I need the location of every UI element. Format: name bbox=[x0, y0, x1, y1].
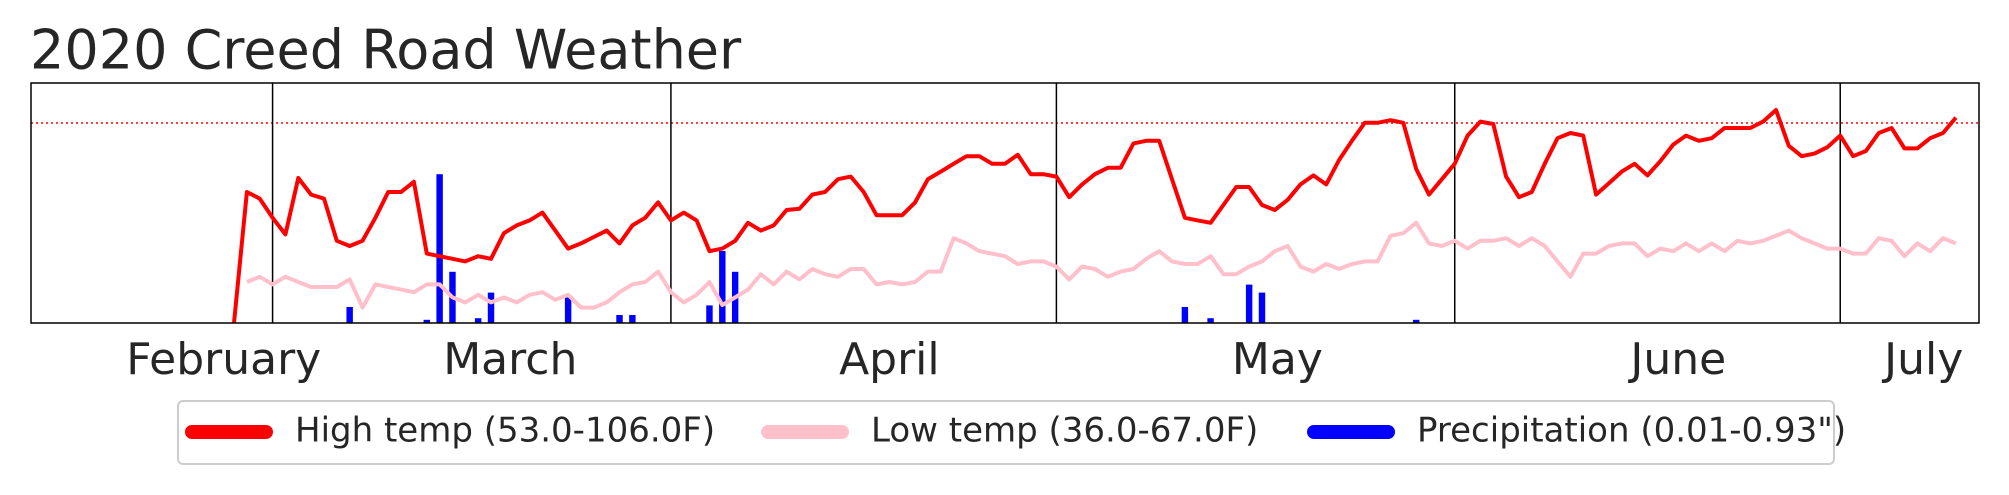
precip-bar bbox=[423, 319, 430, 323]
precip-bar bbox=[1207, 318, 1214, 323]
precip-bar bbox=[564, 297, 572, 323]
precip-bar bbox=[706, 305, 713, 323]
plot-frame bbox=[30, 82, 1980, 324]
x-tick-label: February bbox=[126, 334, 321, 385]
x-tick-label: April bbox=[839, 334, 940, 385]
precip-bar bbox=[1412, 319, 1420, 323]
precip-bar bbox=[1258, 292, 1266, 323]
precip-bar bbox=[1181, 307, 1189, 323]
x-tick-label: May bbox=[1232, 334, 1323, 385]
precip-bar bbox=[487, 292, 495, 323]
legend-box bbox=[177, 400, 1835, 465]
temp-line bbox=[232, 108, 1958, 324]
precip-bar bbox=[1245, 284, 1253, 323]
x-tick-label: June bbox=[1627, 334, 1726, 385]
legend-label: Precipitation (0.01-0.93") bbox=[1417, 411, 1846, 451]
precip-bar bbox=[474, 318, 482, 323]
temp-line bbox=[246, 220, 1957, 310]
precip-bar bbox=[436, 174, 443, 323]
precip-bar bbox=[719, 251, 726, 323]
precip-bar bbox=[616, 315, 623, 323]
x-tick-label: July bbox=[1881, 334, 1963, 385]
chart-title: 2020 Creed Road Weather bbox=[30, 19, 742, 82]
x-tick-label: March bbox=[443, 334, 577, 385]
precip-bar bbox=[629, 315, 636, 323]
precip-bar bbox=[346, 307, 353, 323]
legend-label: Low temp (36.0-67.0F) bbox=[871, 411, 1258, 451]
legend-label: High temp (53.0-106.0F) bbox=[295, 411, 715, 451]
